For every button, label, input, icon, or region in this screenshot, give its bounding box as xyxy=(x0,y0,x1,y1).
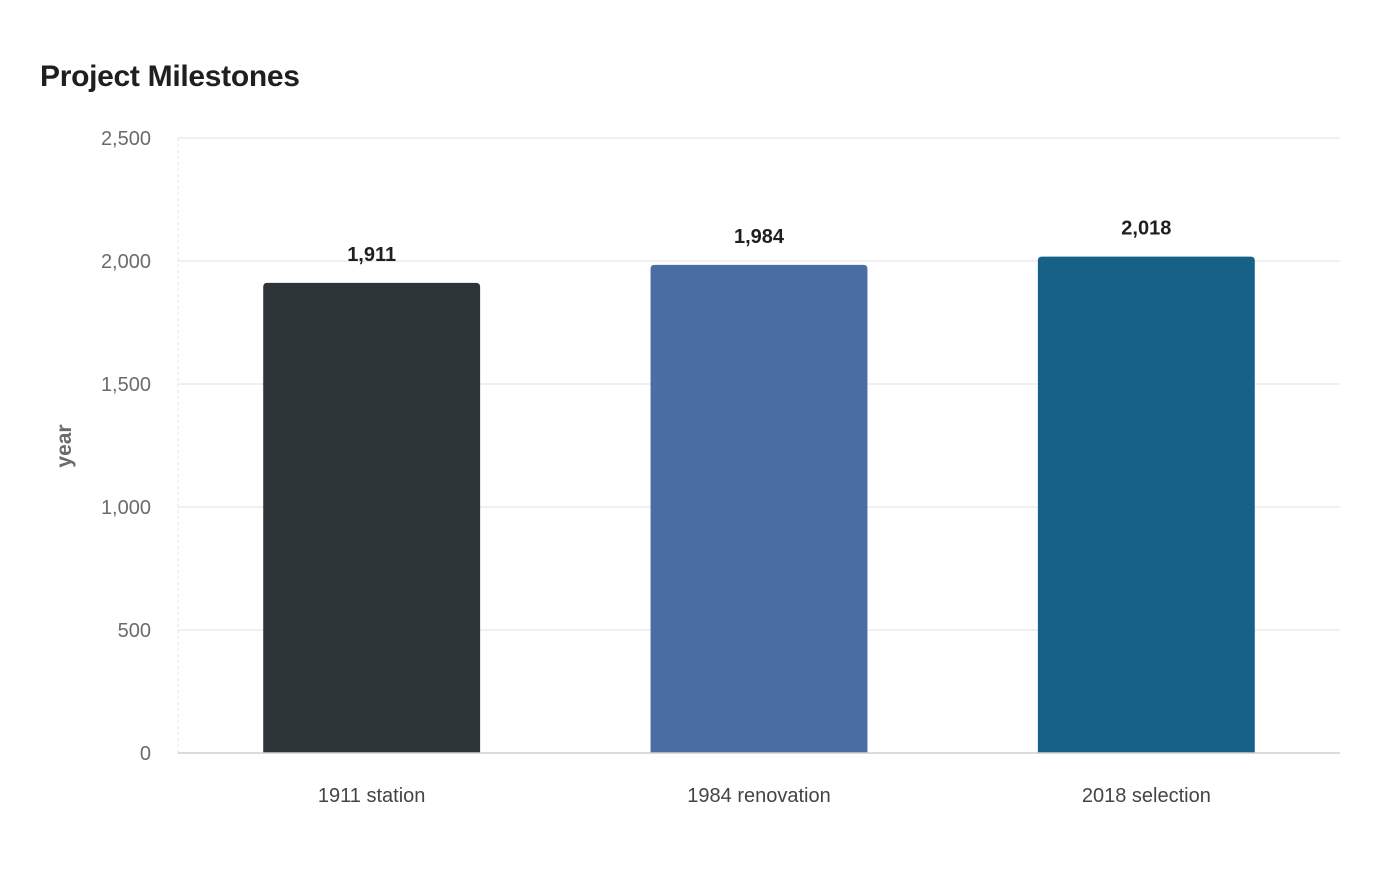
bar xyxy=(1037,256,1255,753)
bar xyxy=(650,264,868,753)
bar xyxy=(263,282,481,753)
y-tick-label: 2,000 xyxy=(101,251,151,273)
y-tick-label: 500 xyxy=(118,620,151,642)
bar-value-label: 2,018 xyxy=(1121,218,1171,240)
y-axis-title: year xyxy=(53,424,76,467)
x-category-label: 1911 station xyxy=(318,785,426,807)
x-category-label: 1984 renovation xyxy=(687,785,830,807)
bar-value-label: 1,984 xyxy=(734,226,785,248)
y-tick-label: 2,500 xyxy=(101,128,151,150)
y-tick-label: 0 xyxy=(140,743,151,765)
x-category-label: 2018 selection xyxy=(1082,785,1211,807)
chart-title: Project Milestones xyxy=(40,60,300,93)
axes xyxy=(177,138,1340,754)
y-tick-label: 1,500 xyxy=(101,374,151,396)
bar-value-label: 1,911 xyxy=(347,244,396,266)
y-tick-label: 1,000 xyxy=(101,497,151,519)
labels: 0 500 1,000 1,500 2,000 2,500 1,911 1911 statio… xyxy=(101,128,1211,807)
bars xyxy=(263,256,1255,753)
